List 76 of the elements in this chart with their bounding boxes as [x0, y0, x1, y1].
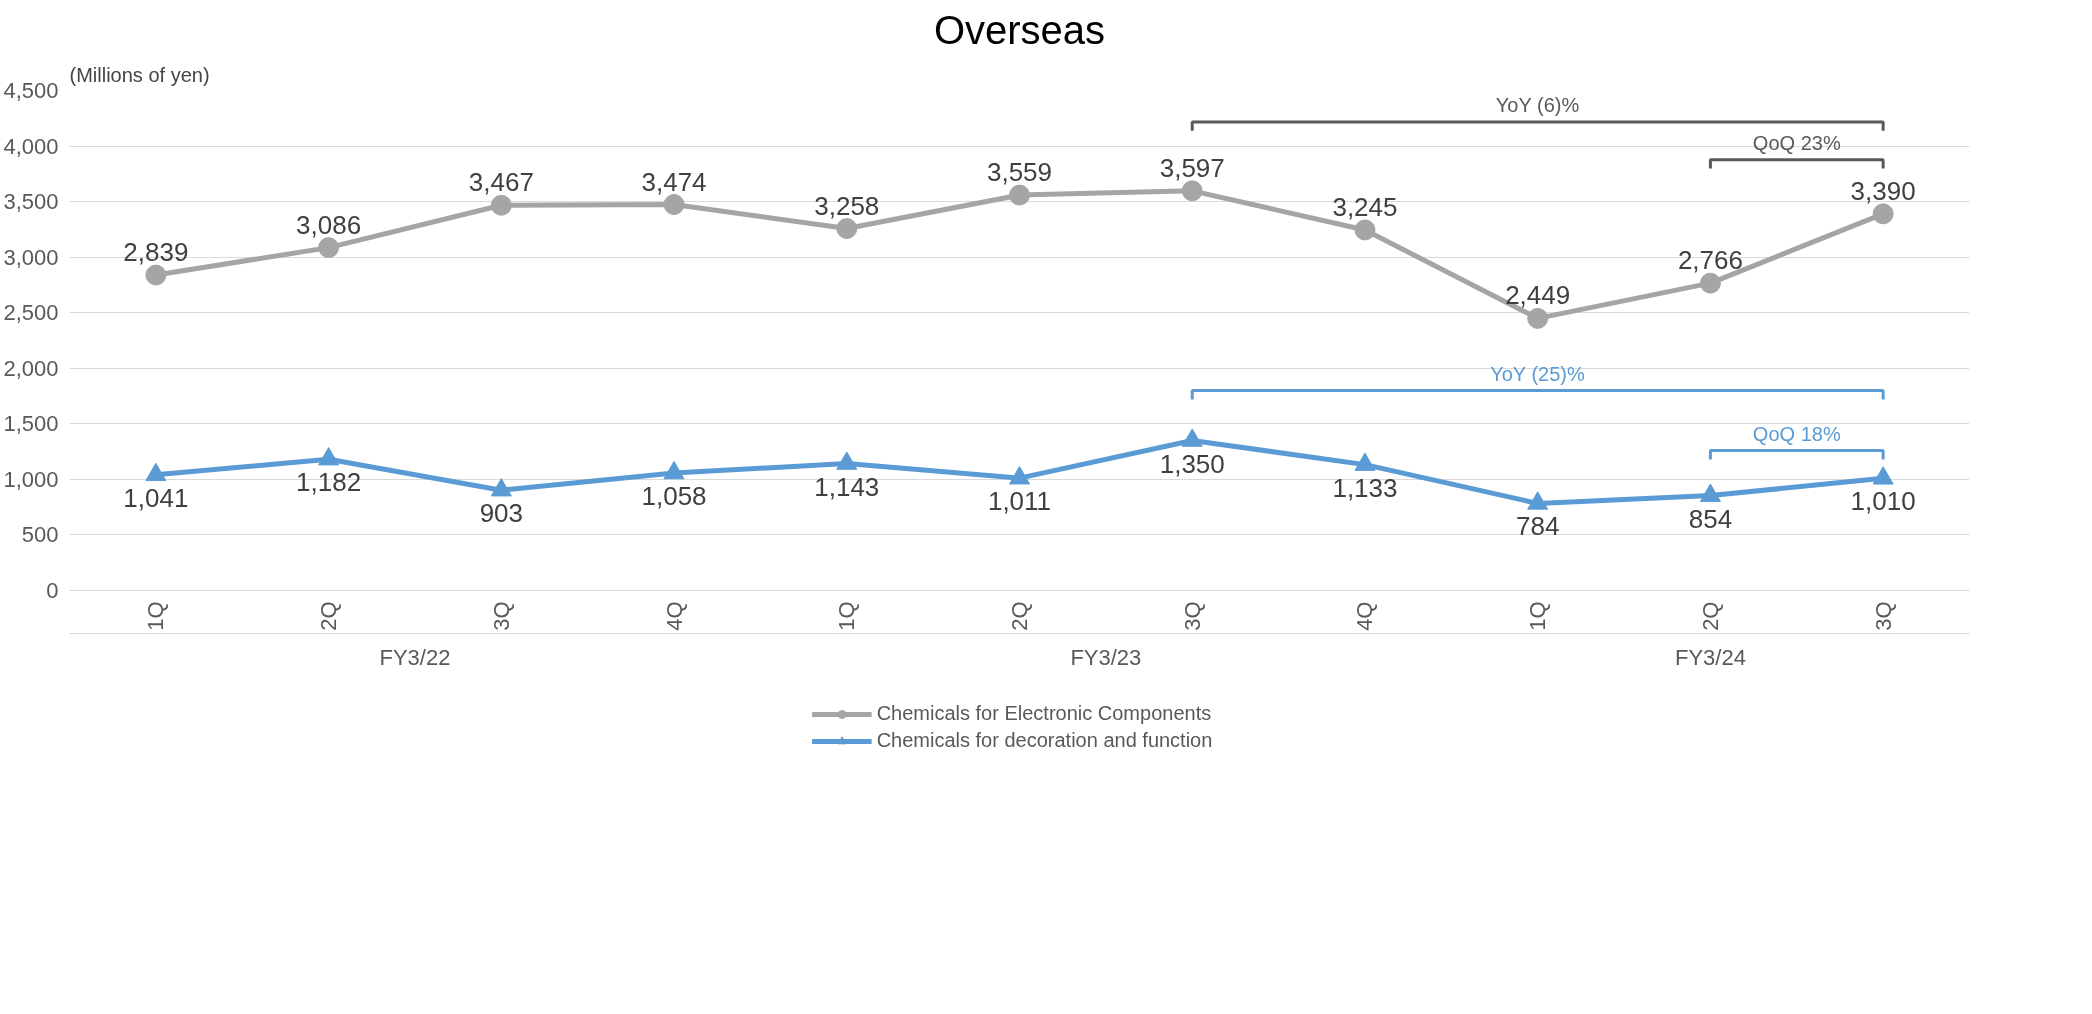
y-tick-label: 4,000: [3, 133, 59, 159]
data-label: 3,467: [468, 167, 534, 198]
data-label: 2,839: [123, 237, 189, 268]
text: FY3/23: [1070, 644, 1142, 670]
legend-label: Chemicals for Electronic Components: [876, 702, 1212, 725]
point: [145, 264, 167, 286]
x-tick-label: 2Q: [1007, 601, 1032, 631]
point: [663, 194, 685, 215]
data-label: 3,597: [1159, 152, 1225, 183]
point: [1009, 184, 1030, 206]
point: [318, 237, 340, 259]
x-tick-label: 2Q: [1697, 601, 1723, 631]
annotation: QoQ 23%: [1752, 131, 1841, 154]
data-label: 1,058: [641, 480, 707, 511]
x-tick-label: 3Q: [1870, 601, 1896, 631]
text: FY3/22: [379, 644, 451, 670]
y-axis-title: (Millions of yen): [69, 63, 210, 86]
data-label: 3,258: [814, 190, 880, 221]
point: [1527, 491, 1549, 510]
point: [1181, 180, 1203, 202]
data-label: 1,182: [296, 467, 362, 498]
data-label: 784: [1515, 511, 1560, 542]
data-label: 854: [1688, 503, 1733, 534]
x-tick-label: 1Q: [834, 601, 860, 631]
point: [1354, 452, 1376, 471]
annotation: YoY (6)%: [1495, 93, 1580, 116]
y-tick-label: 2,000: [3, 355, 59, 381]
y-tick-label: 0: [46, 578, 59, 603]
data-label: 3,559: [986, 157, 1053, 188]
annotation: YoY (25)%: [1490, 362, 1585, 385]
data-label: 1,010: [1850, 486, 1916, 517]
point: [1354, 219, 1376, 241]
point: [490, 194, 512, 216]
x-tick-label: 4Q: [661, 601, 687, 631]
point: [663, 460, 685, 480]
y-tick-label: 1,000: [3, 466, 59, 492]
data-label: 3,474: [641, 166, 707, 197]
data-label: 1,011: [987, 486, 1052, 517]
y-tick-label: 1,500: [3, 411, 59, 437]
data-label: 3,086: [296, 209, 362, 240]
x-tick-label: 1Q: [1525, 601, 1551, 631]
point: [836, 218, 858, 239]
point: [145, 462, 167, 482]
point: [836, 451, 858, 470]
point: [1872, 203, 1894, 225]
x-tick-label: 2Q: [316, 601, 342, 631]
y-tick-label: 500: [21, 522, 59, 548]
legend-label: Chemicals for decoration and function: [876, 729, 1213, 752]
point: [1009, 466, 1030, 485]
point: [1699, 272, 1721, 294]
point: [1181, 428, 1203, 447]
data-label: 1,350: [1159, 448, 1225, 479]
y-tick-label: 2,500: [3, 300, 59, 326]
y-tick-label: 3,500: [3, 189, 59, 215]
data-label: 3,245: [1332, 191, 1398, 222]
data-label: 903: [479, 498, 524, 529]
text: FY3/24: [1674, 644, 1746, 670]
x-tick-label: 3Q: [1179, 601, 1205, 631]
y-tick-label: 4,500: [3, 78, 59, 103]
point: [318, 447, 340, 466]
point: [490, 478, 512, 497]
chart-title: Overseas: [933, 7, 1106, 52]
data-label: 2,449: [1505, 280, 1571, 311]
data-label: 1,143: [814, 471, 880, 502]
y-tick-label: 3,000: [3, 244, 59, 270]
point: [1527, 307, 1549, 329]
point: [1699, 483, 1721, 502]
point: [1872, 466, 1894, 485]
data-label: 2,766: [1677, 245, 1743, 276]
x-tick-label: 3Q: [488, 601, 514, 631]
data-label: 1,133: [1332, 472, 1398, 503]
x-tick-label: 4Q: [1352, 601, 1378, 631]
data-label: 1,041: [123, 482, 189, 513]
x-tick-label: 1Q: [143, 601, 169, 631]
annotation: QoQ 18%: [1752, 422, 1841, 445]
data-label: 3,390: [1850, 175, 1916, 206]
